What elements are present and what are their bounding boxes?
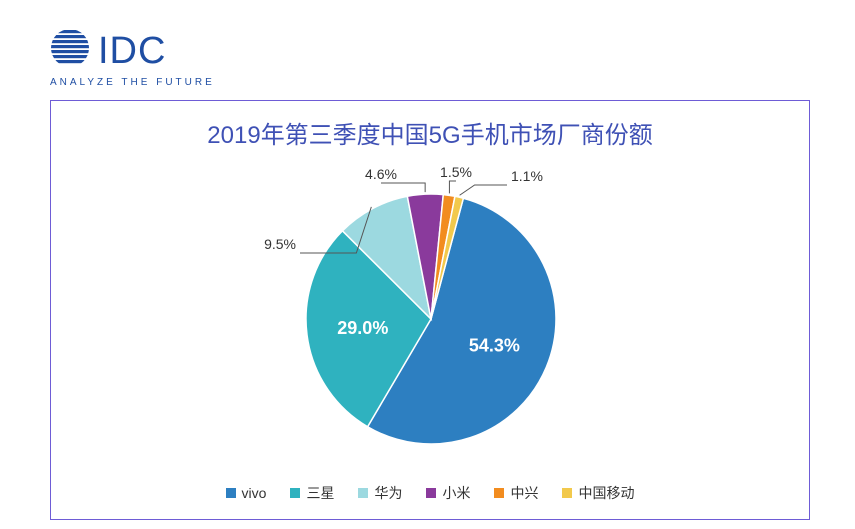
legend-label-vivo: vivo — [242, 485, 267, 501]
pie-label-中国移动: 1.1% — [511, 168, 543, 184]
legend-label-中兴: 中兴 — [510, 483, 538, 503]
pie-leader-中兴 — [449, 181, 456, 193]
legend-label-华为: 华为 — [374, 483, 402, 503]
page-root: IDC ANALYZE THE FUTURE 2019年第三季度中国5G手机市场… — [0, 0, 855, 529]
idc-logo-text: IDC — [98, 32, 166, 70]
idc-logo-block: IDC ANALYZE THE FUTURE — [50, 28, 215, 88]
legend-item-三星: 三星 — [290, 483, 334, 503]
pie-label-中兴: 1.5% — [440, 164, 472, 180]
legend-swatch-中兴 — [494, 488, 504, 498]
legend-swatch-三星 — [290, 488, 300, 498]
pie-label-小米: 4.6% — [365, 166, 397, 182]
legend-swatch-中国移动 — [562, 488, 572, 498]
pie-chart: 54.3% 29.0% 9.5% 4.6% 1.5% 1.1% — [51, 159, 811, 469]
pie-leader-中国移动 — [460, 185, 507, 195]
legend-label-三星: 三星 — [306, 483, 334, 503]
pie-label-华为: 9.5% — [264, 236, 296, 252]
idc-globe-icon — [50, 28, 90, 73]
pie-label-三星: 29.0% — [337, 318, 388, 338]
legend-swatch-小米 — [426, 488, 436, 498]
legend: vivo 三星 华为 小米 中兴 中国移动 — [51, 483, 809, 503]
idc-tagline: ANALYZE THE FUTURE — [50, 77, 215, 88]
pie-container: 54.3% 29.0% 9.5% 4.6% 1.5% 1.1% — [51, 159, 809, 469]
legend-swatch-华为 — [358, 488, 368, 498]
chart-frame: 2019年第三季度中国5G手机市场厂商份额 54.3% 29.0% 9.5% 4.6%… — [50, 100, 810, 520]
legend-item-中国移动: 中国移动 — [562, 483, 634, 503]
legend-item-小米: 小米 — [426, 483, 470, 503]
legend-swatch-vivo — [226, 488, 236, 498]
legend-item-vivo: vivo — [226, 483, 267, 503]
legend-label-小米: 小米 — [442, 483, 470, 503]
chart-title: 2019年第三季度中国5G手机市场厂商份额 — [51, 115, 809, 150]
legend-item-中兴: 中兴 — [494, 483, 538, 503]
pie-leader-小米 — [381, 183, 425, 192]
idc-logo-row: IDC — [50, 28, 215, 73]
legend-label-中国移动: 中国移动 — [578, 483, 634, 503]
pie-label-vivo: 54.3% — [469, 336, 520, 356]
legend-item-华为: 华为 — [358, 483, 402, 503]
